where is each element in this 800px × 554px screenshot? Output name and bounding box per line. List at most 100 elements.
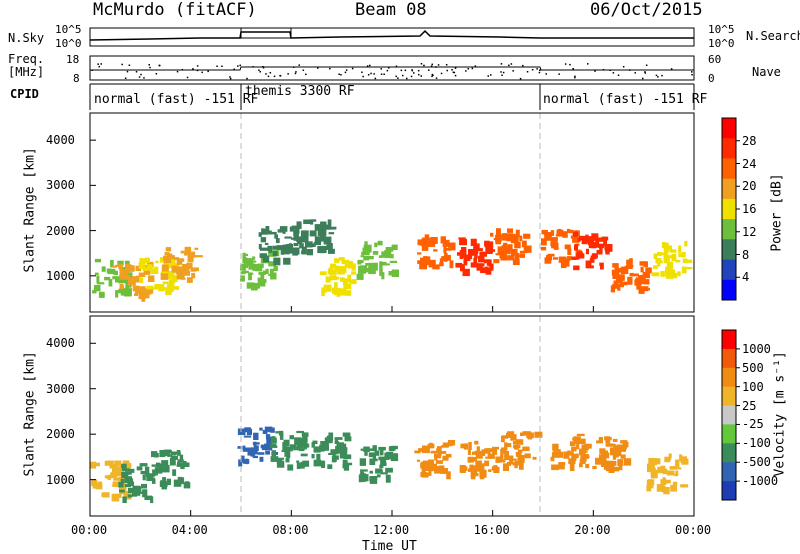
heatmap-cell xyxy=(517,454,525,463)
heatmap-cell xyxy=(475,452,483,459)
heatmap-cell xyxy=(322,443,329,451)
heatmap-cell xyxy=(657,262,661,267)
heatmap-cell xyxy=(391,269,399,277)
heatmap-cell xyxy=(93,481,98,484)
heatmap-cell xyxy=(124,471,132,475)
heatmap-cell xyxy=(569,463,575,471)
heatmap-cell xyxy=(194,255,203,258)
heatmap-cell xyxy=(364,249,370,256)
y-axis-label-velocity: Slant Range [km] xyxy=(22,351,38,477)
nave-dot xyxy=(259,71,261,73)
heatmap-cell xyxy=(428,468,432,476)
heatmap-cell xyxy=(243,253,248,257)
power-colorbar-swatch xyxy=(722,279,736,301)
heatmap-cell xyxy=(242,445,246,450)
heatmap-cell xyxy=(660,465,666,473)
heatmap-cell xyxy=(360,469,368,472)
heatmap-cell xyxy=(298,448,305,452)
heatmap-cell xyxy=(619,281,628,286)
heatmap-cell xyxy=(569,441,576,447)
heatmap-cell xyxy=(541,229,548,235)
heatmap-cell xyxy=(265,226,270,232)
heatmap-cell xyxy=(131,276,139,282)
heatmap-cell xyxy=(534,431,543,438)
nave-dot xyxy=(298,64,300,66)
heatmap-cell xyxy=(612,263,619,268)
heatmap-cell xyxy=(363,267,371,273)
heatmap-cell xyxy=(627,276,633,285)
heatmap-cell xyxy=(449,242,456,251)
heatmap-cell xyxy=(113,270,118,275)
heatmap-cell xyxy=(151,451,158,458)
velocity-colorbar-swatch xyxy=(722,405,736,425)
heatmap-cell xyxy=(424,256,431,262)
heatmap-cell xyxy=(112,467,118,474)
x-ticks xyxy=(89,306,695,516)
heatmap-cell xyxy=(438,451,447,454)
heatmap-cell xyxy=(629,272,634,277)
heatmap-cell xyxy=(301,246,307,255)
heatmap-cell xyxy=(343,462,349,468)
heatmap-cell xyxy=(141,483,147,489)
heatmap-cell xyxy=(118,482,124,488)
heatmap-cell xyxy=(127,494,133,498)
power-colorbar-tick-label: 24 xyxy=(742,156,757,171)
heatmap-cell xyxy=(114,460,122,466)
nsky-tick-top: 10^5 xyxy=(55,23,82,36)
heatmap-cell xyxy=(664,268,672,273)
heatmap-cell xyxy=(460,443,467,449)
heatmap-cell xyxy=(613,447,618,454)
nave-dot xyxy=(97,63,99,65)
heatmap-cell xyxy=(95,484,103,490)
heatmap-cell xyxy=(666,480,671,483)
heatmap-cell xyxy=(618,464,623,471)
heatmap-cell xyxy=(334,287,341,295)
nave-dot xyxy=(526,71,529,73)
heatmap-cell xyxy=(656,458,661,465)
heatmap-cell xyxy=(282,231,286,234)
heatmap-cell xyxy=(552,444,558,450)
heatmap-cell xyxy=(439,258,444,265)
heatmap-cell xyxy=(372,453,376,460)
nave-dot xyxy=(465,70,467,72)
heatmap-cell xyxy=(596,237,605,242)
heatmap-cell xyxy=(495,234,502,243)
heatmap-cell xyxy=(334,450,339,455)
cpid-mode-2: themis 3300 RF xyxy=(245,84,355,99)
heatmap-cell xyxy=(576,433,585,437)
heatmap-cell xyxy=(460,465,466,473)
heatmap-cell xyxy=(613,280,618,289)
heatmap-cell xyxy=(327,219,332,227)
heatmap-cell xyxy=(650,470,657,479)
heatmap-cell xyxy=(150,477,155,481)
velocity-colorbar-tick-label: -25 xyxy=(742,417,764,432)
heatmap-cell xyxy=(263,270,266,275)
heatmap-cell xyxy=(518,449,523,453)
heatmap-cell xyxy=(386,451,394,460)
heatmap-cell xyxy=(435,460,443,464)
heatmap-cell xyxy=(161,460,169,466)
heatmap-cell xyxy=(441,445,449,448)
freq-series xyxy=(90,66,694,71)
nave-dot xyxy=(446,69,448,72)
heatmap-cell xyxy=(492,448,498,455)
heatmap-cell xyxy=(158,284,165,292)
heatmap-cell xyxy=(356,273,364,280)
heatmap-cell xyxy=(460,264,465,272)
nave-dot xyxy=(186,76,189,79)
heatmap-cell xyxy=(268,261,277,267)
heatmap-cell xyxy=(484,460,490,467)
heatmap-cell xyxy=(327,464,333,469)
nave-dot xyxy=(510,63,513,65)
heatmap-cell xyxy=(306,249,313,256)
heatmap-cell xyxy=(422,445,430,454)
nave-dot xyxy=(262,67,265,69)
nsky-marker xyxy=(240,27,292,39)
nave-dot xyxy=(430,65,433,67)
nave-dot xyxy=(453,71,456,74)
heatmap-cell xyxy=(359,458,366,466)
heatmap-cell xyxy=(677,271,681,277)
heatmap-cell xyxy=(251,260,257,263)
heatmap-cell xyxy=(647,463,655,471)
heatmap-cell xyxy=(243,435,252,438)
